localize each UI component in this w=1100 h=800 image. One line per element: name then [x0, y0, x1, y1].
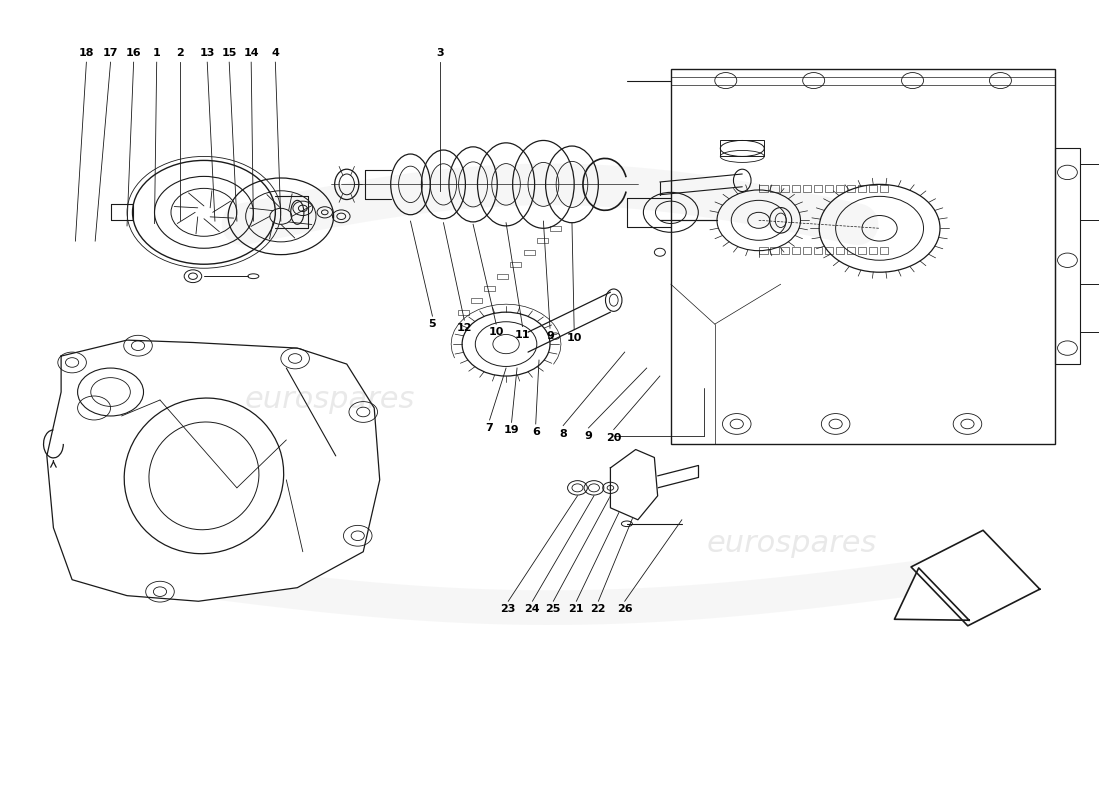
- Bar: [471, 298, 482, 302]
- Bar: [720, 141, 764, 157]
- Bar: [524, 250, 535, 254]
- Text: 21: 21: [569, 604, 584, 614]
- Bar: [836, 185, 845, 191]
- Text: 14: 14: [243, 48, 258, 58]
- Bar: [792, 185, 801, 191]
- Text: 23: 23: [500, 604, 516, 614]
- Bar: [803, 247, 812, 254]
- Bar: [770, 185, 779, 191]
- Text: 22: 22: [591, 604, 606, 614]
- Text: 9: 9: [584, 431, 593, 441]
- Bar: [458, 310, 469, 314]
- Polygon shape: [894, 568, 969, 620]
- Bar: [510, 262, 521, 266]
- Text: eurospares: eurospares: [245, 386, 416, 414]
- Bar: [1055, 149, 1079, 364]
- Bar: [880, 247, 889, 254]
- Text: 15: 15: [221, 48, 236, 58]
- Bar: [671, 69, 1055, 444]
- Text: 8: 8: [559, 429, 568, 438]
- Bar: [484, 286, 495, 290]
- Bar: [836, 247, 845, 254]
- Bar: [792, 247, 801, 254]
- Text: 17: 17: [102, 48, 119, 58]
- Bar: [814, 247, 823, 254]
- Bar: [781, 185, 790, 191]
- Bar: [858, 185, 867, 191]
- Text: 5: 5: [429, 319, 437, 329]
- Text: 11: 11: [515, 330, 530, 339]
- Text: 13: 13: [199, 48, 214, 58]
- Bar: [869, 247, 878, 254]
- Bar: [537, 238, 548, 242]
- Text: 1: 1: [153, 48, 161, 58]
- Text: 7: 7: [486, 423, 494, 433]
- Text: 10: 10: [566, 333, 582, 342]
- Polygon shape: [47, 340, 380, 602]
- Text: 4: 4: [272, 48, 279, 58]
- Bar: [825, 247, 834, 254]
- Text: 10: 10: [488, 327, 504, 337]
- Text: 20: 20: [606, 433, 621, 442]
- Text: 24: 24: [525, 604, 540, 614]
- Text: 12: 12: [456, 323, 472, 333]
- Text: eurospares: eurospares: [706, 530, 877, 558]
- Text: 26: 26: [617, 604, 632, 614]
- Bar: [759, 247, 768, 254]
- Bar: [858, 247, 867, 254]
- Text: 25: 25: [546, 604, 561, 614]
- Bar: [847, 247, 856, 254]
- Polygon shape: [911, 530, 1040, 626]
- Text: 3: 3: [437, 48, 444, 58]
- Text: 19: 19: [504, 426, 519, 435]
- Bar: [825, 185, 834, 191]
- Text: 16: 16: [125, 48, 142, 58]
- Bar: [814, 185, 823, 191]
- Polygon shape: [610, 450, 658, 520]
- Text: 9: 9: [546, 331, 554, 341]
- Text: 18: 18: [78, 48, 95, 58]
- Bar: [847, 185, 856, 191]
- Bar: [869, 185, 878, 191]
- Bar: [497, 274, 508, 278]
- Text: 2: 2: [176, 48, 184, 58]
- Bar: [781, 247, 790, 254]
- Bar: [770, 247, 779, 254]
- Text: 6: 6: [531, 427, 540, 437]
- Bar: [759, 185, 768, 191]
- Bar: [803, 185, 812, 191]
- Bar: [550, 226, 561, 230]
- Bar: [880, 185, 889, 191]
